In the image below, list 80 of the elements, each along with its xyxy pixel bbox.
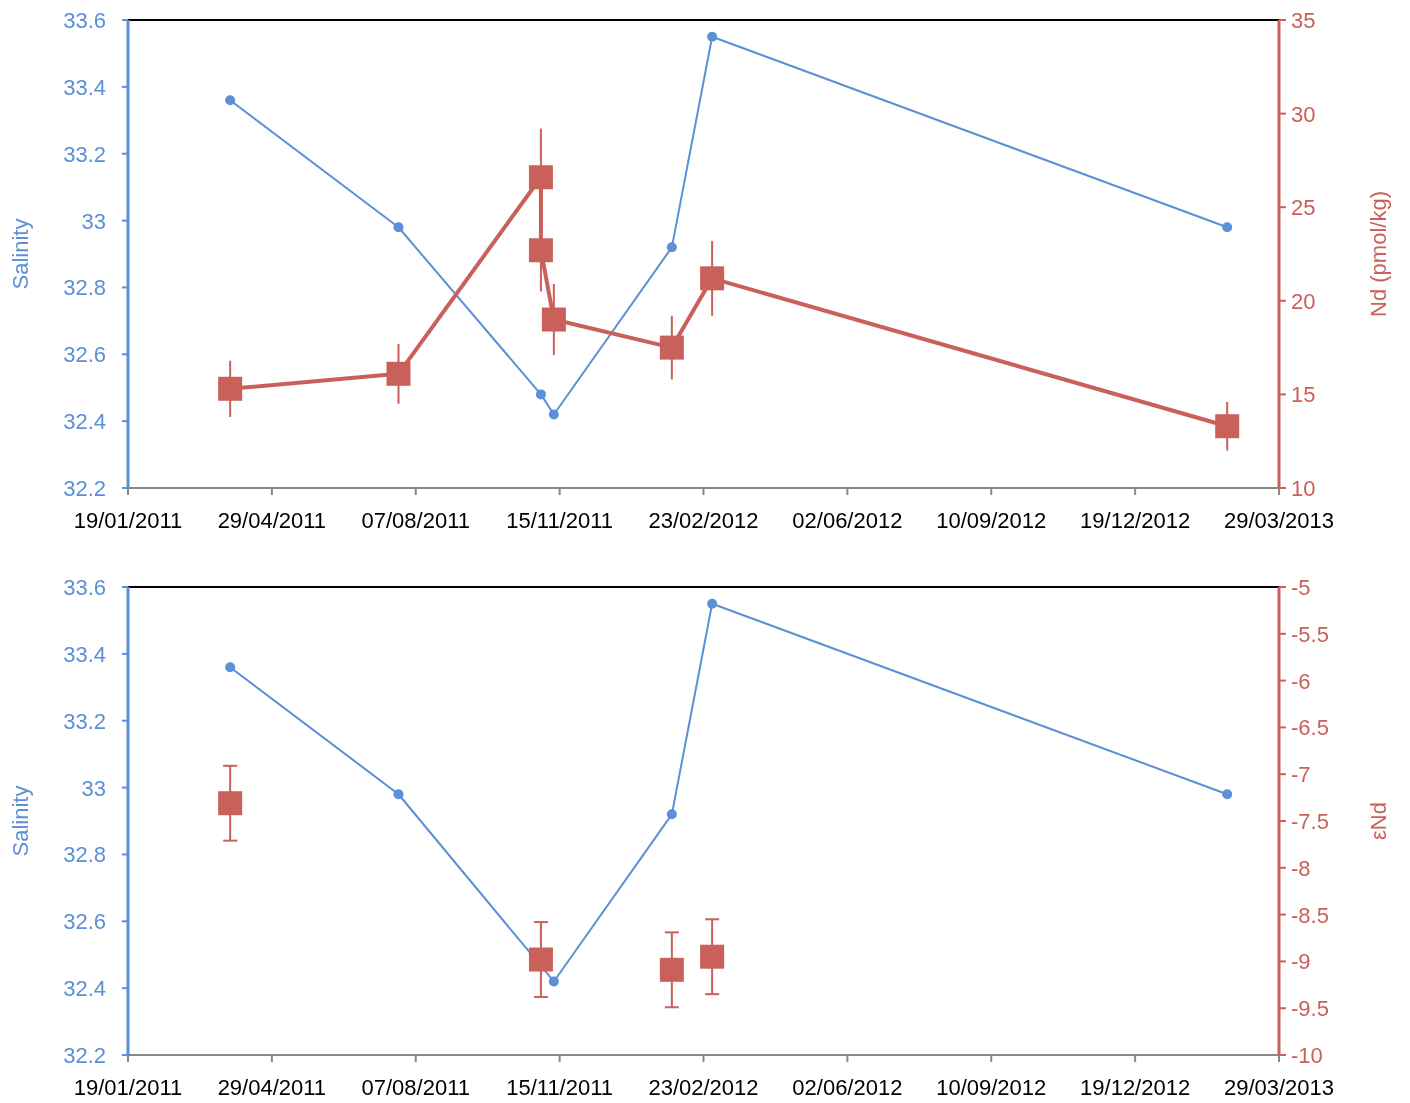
y-tick-label: 32.2 — [63, 1043, 106, 1068]
y-tick-label: 32.8 — [63, 275, 106, 301]
y-tick-label: 32.2 — [63, 476, 106, 501]
y2-tick-label: -9.5 — [1291, 996, 1329, 1022]
y2-tick-label: 10 — [1291, 476, 1316, 501]
y2-tick-label: -8 — [1291, 855, 1311, 881]
y2-tick-label: -7 — [1291, 762, 1311, 788]
y2-tick-label: -6 — [1291, 668, 1311, 694]
point — [548, 409, 559, 420]
x-tick-label: 10/09/2012 — [936, 508, 1047, 533]
x-tick-label: 23/02/2012 — [648, 1075, 759, 1100]
point — [1222, 222, 1233, 233]
y2-tick-label: -5 — [1291, 575, 1311, 600]
point — [659, 335, 684, 360]
y2-tick-label: 20 — [1291, 288, 1316, 314]
x-tick-label: 19/01/2011 — [73, 508, 183, 533]
point — [535, 389, 546, 400]
y-tick-label: 33 — [81, 208, 106, 234]
point — [386, 361, 411, 386]
x-tick-label: 23/02/2012 — [648, 508, 759, 533]
x-tick-label: 07/08/2011 — [361, 508, 470, 533]
y-tick-label: 33.2 — [63, 708, 106, 734]
point — [707, 598, 718, 609]
x-tick-label: 29/03/2013 — [1223, 1075, 1335, 1100]
x-tick-label: 02/06/2012 — [792, 508, 903, 533]
point — [666, 809, 677, 820]
y2-tick-label: -6.5 — [1291, 715, 1329, 741]
y2-tick-label: 25 — [1291, 195, 1316, 221]
y2-tick-label: 30 — [1291, 101, 1316, 127]
y2-tick-label: 15 — [1291, 382, 1316, 408]
y2-axis-title: Nd (pmol/kg) — [1366, 191, 1391, 317]
point — [225, 95, 236, 106]
x-tick-label: 19/12/2012 — [1080, 1075, 1191, 1100]
y-tick-label: 33.6 — [63, 575, 106, 600]
y-tick-label: 32.4 — [63, 976, 106, 1002]
y2-tick-label: -7.5 — [1291, 809, 1329, 834]
y-axis-title: Salinity — [8, 785, 33, 857]
x-tick-label: 29/04/2011 — [217, 1075, 327, 1100]
point — [218, 791, 243, 816]
point — [528, 238, 553, 263]
point — [659, 957, 684, 982]
point — [225, 662, 236, 673]
y2-tick-label: -10 — [1291, 1043, 1323, 1068]
y2-tick-label: 35 — [1291, 8, 1316, 33]
point — [393, 789, 404, 800]
point — [666, 242, 677, 253]
y-tick-label: 32.8 — [63, 842, 106, 868]
y2-axis-title: εNd — [1366, 802, 1391, 840]
x-tick-label: 07/08/2011 — [361, 1075, 470, 1100]
x-tick-label: 10/09/2012 — [936, 1075, 1047, 1100]
y-tick-label: 33.2 — [63, 141, 106, 167]
y2-tick-label: -9 — [1291, 949, 1311, 975]
y-axis-title: Salinity — [8, 218, 33, 290]
point — [700, 944, 725, 969]
y-tick-label: 32.4 — [63, 409, 106, 435]
y-tick-label: 33.6 — [63, 8, 106, 33]
y-tick-label: 33.4 — [63, 641, 106, 667]
point — [218, 376, 243, 401]
y2-tick-label: -8.5 — [1291, 902, 1329, 928]
point — [393, 222, 404, 233]
point — [700, 266, 725, 291]
point — [548, 976, 559, 987]
x-tick-label: 19/01/2011 — [73, 1075, 183, 1100]
x-tick-label: 15/11/2011 — [506, 508, 614, 533]
x-tick-label: 19/12/2012 — [1080, 508, 1191, 533]
x-tick-label: 29/04/2011 — [217, 508, 327, 533]
y2-tick-label: -5.5 — [1291, 621, 1329, 647]
y-tick-label: 33 — [81, 775, 106, 801]
point — [707, 31, 718, 42]
point — [1215, 414, 1240, 439]
x-tick-label: 02/06/2012 — [792, 1075, 903, 1100]
x-tick-label: 15/11/2011 — [506, 1075, 614, 1100]
x-tick-label: 29/03/2013 — [1223, 508, 1335, 533]
point — [541, 307, 566, 332]
y-tick-label: 33.4 — [63, 74, 106, 100]
point — [1222, 789, 1233, 800]
y-tick-label: 32.6 — [63, 342, 106, 368]
point — [528, 947, 553, 972]
point — [528, 165, 553, 190]
y-tick-label: 32.6 — [63, 909, 106, 935]
